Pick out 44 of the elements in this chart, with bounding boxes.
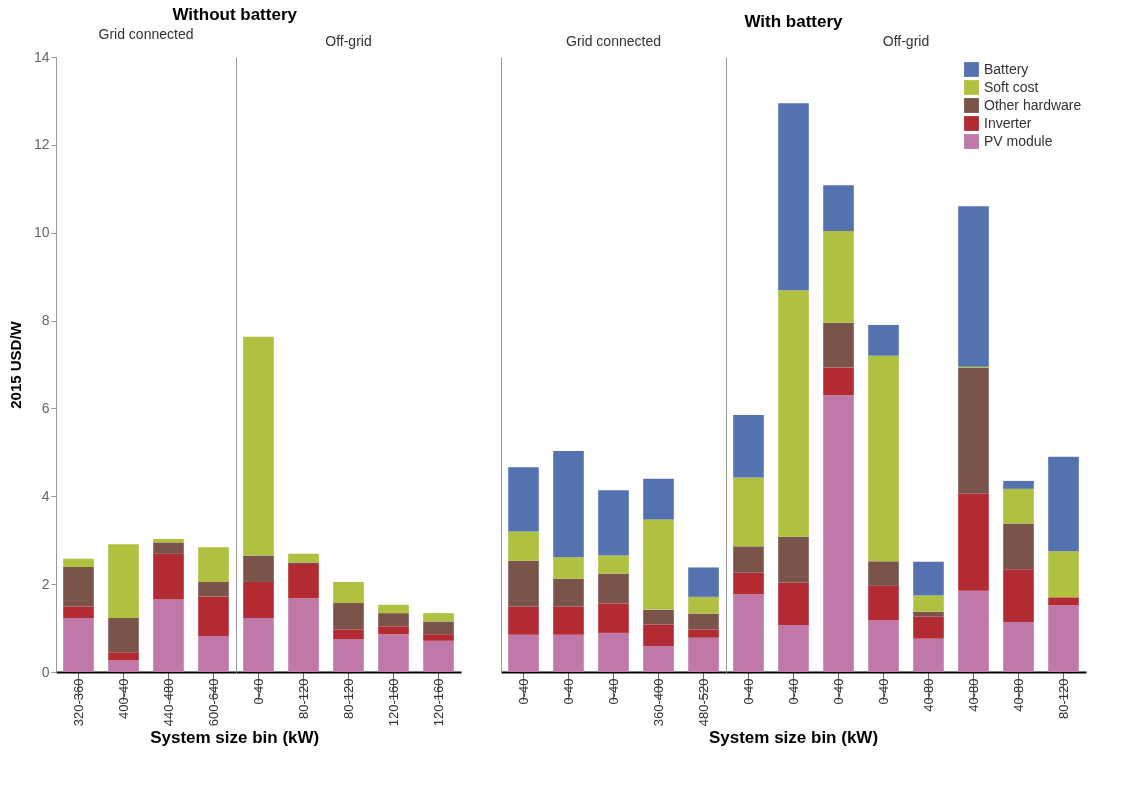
x-axis-title: System size bin (kW) xyxy=(150,727,320,747)
x-tick-label: 400-40 xyxy=(115,678,131,719)
y-tick-label: 4 xyxy=(41,487,50,504)
x-tick-label: 0-40 xyxy=(875,678,891,705)
chart-title: Without battery xyxy=(172,5,298,24)
x-tick-label: 0-40 xyxy=(515,678,531,705)
legend-label: Battery xyxy=(984,60,1029,77)
y-tick-label: 2 xyxy=(41,575,50,592)
y-tick-label: 8 xyxy=(41,312,50,329)
legend-label: Other hardware xyxy=(984,96,1082,113)
legend-label: PV module xyxy=(984,132,1053,149)
x-tick-label: 440-480 xyxy=(160,678,176,727)
x-tick-label: 360-400 xyxy=(650,678,666,727)
y-tick-label: 12 xyxy=(33,136,50,153)
chart-subtitle: Grid connected xyxy=(566,33,661,49)
chart-subtitle: Grid connected xyxy=(98,26,194,42)
x-tick-label: 0-40 xyxy=(560,678,576,705)
chart-subtitle: Off-grid xyxy=(325,33,372,49)
x-tick-label: 0-40 xyxy=(785,678,801,705)
chart-subtitle: Off-grid xyxy=(882,33,930,49)
x-tick-label: 0-40 xyxy=(250,678,266,705)
x-tick-label: 80-120 xyxy=(1055,678,1071,719)
y-tick-label: 10 xyxy=(33,224,50,241)
x-tick-label: 40-80 xyxy=(965,678,981,712)
x-tick-label: 480-520 xyxy=(695,678,711,727)
x-tick-label: 120-160 xyxy=(430,678,446,727)
y-tick-label: 14 xyxy=(33,48,50,65)
chart-title: With battery xyxy=(744,12,844,31)
x-tick-label: 0-40 xyxy=(830,678,846,705)
y-axis-title: 2015 USD/W xyxy=(6,320,24,409)
y-tick-label: 0 xyxy=(41,663,50,680)
x-tick-label: 600-640 xyxy=(205,678,221,727)
y-tick-label: 6 xyxy=(41,399,50,416)
legend-label: Soft cost xyxy=(984,78,1039,95)
x-tick-label: 80-120 xyxy=(295,678,311,719)
x-axis-title: System size bin (kW) xyxy=(708,727,879,747)
x-tick-label: 40-80 xyxy=(920,678,936,712)
legend-label: Inverter xyxy=(984,114,1032,131)
x-tick-label: 0-40 xyxy=(740,678,756,705)
x-tick-label: 320-360 xyxy=(70,678,86,727)
x-tick-label: 80-120 xyxy=(340,678,356,719)
x-tick-label: 0-40 xyxy=(605,678,621,705)
x-tick-label: 40-80 xyxy=(1010,678,1026,712)
x-tick-label: 120-160 xyxy=(385,678,401,727)
